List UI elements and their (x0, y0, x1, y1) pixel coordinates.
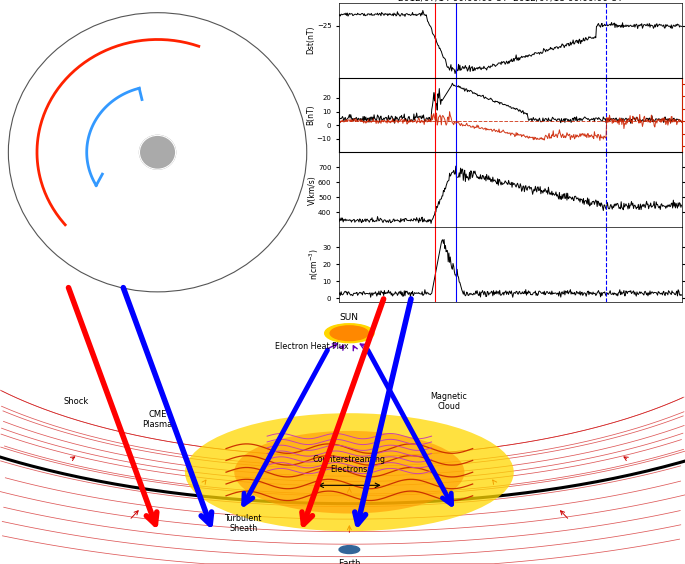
Text: CME
Plasma: CME Plasma (142, 410, 173, 429)
Y-axis label: n(cm$^{-3}$): n(cm$^{-3}$) (308, 248, 321, 280)
Circle shape (339, 545, 360, 553)
Title: 2012/07/14 00:00:00 UT--2012/07/18 00:00:00 UT: 2012/07/14 00:00:00 UT--2012/07/18 00:00… (398, 0, 623, 2)
Text: COR2-A
2012/07/12  17:54:00: COR2-A 2012/07/12 17:54:00 (13, 275, 89, 288)
Text: Counterstreaming
Electrons: Counterstreaming Electrons (313, 455, 386, 474)
Ellipse shape (185, 413, 514, 531)
Text: Magnetic
Cloud: Magnetic Cloud (430, 392, 467, 411)
Y-axis label: V(km/s): V(km/s) (308, 175, 316, 205)
Text: Earth: Earth (338, 559, 360, 564)
Text: SUN: SUN (340, 313, 359, 322)
Wedge shape (84, 83, 152, 147)
Ellipse shape (234, 431, 464, 513)
Text: Shock: Shock (64, 397, 89, 406)
Y-axis label: B(nT): B(nT) (306, 104, 315, 125)
Y-axis label: Dst(nT): Dst(nT) (306, 26, 315, 55)
Circle shape (330, 326, 369, 341)
Wedge shape (87, 100, 143, 161)
Text: Electron Heat Flux: Electron Heat Flux (275, 342, 349, 351)
Circle shape (325, 324, 374, 343)
Text: Turbulent
Sheath: Turbulent Sheath (225, 514, 262, 533)
Circle shape (140, 135, 175, 169)
